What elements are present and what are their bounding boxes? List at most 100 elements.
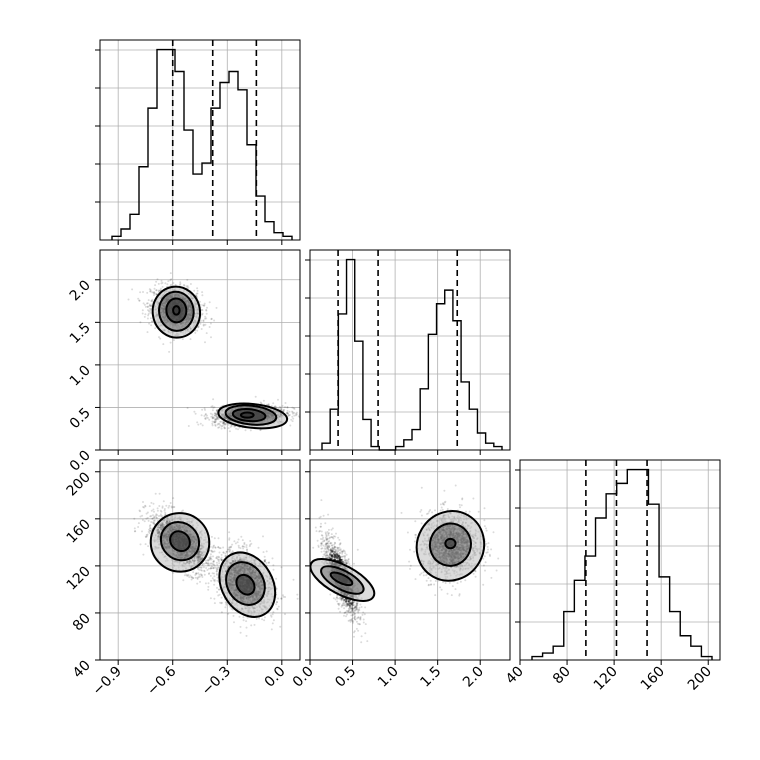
x-tick-label: 0.0 <box>262 664 289 691</box>
scatter-point <box>212 416 215 419</box>
scatter-point <box>159 513 162 516</box>
scatter-point <box>169 341 172 344</box>
scatter-point <box>164 513 167 516</box>
scatter-point <box>209 567 212 570</box>
scatter-point <box>187 425 190 427</box>
scatter-point <box>209 562 212 565</box>
y-tick-label: 1.0 <box>67 362 94 389</box>
scatter-point <box>196 567 199 570</box>
scatter-point <box>139 510 142 513</box>
scatter-point <box>220 611 223 614</box>
scatter-point <box>145 536 147 538</box>
scatter-point <box>213 583 216 586</box>
scatter-point <box>161 285 164 288</box>
scatter-point <box>212 579 215 581</box>
scatter-point <box>207 562 210 565</box>
scatter-point <box>217 426 220 429</box>
scatter-point <box>151 517 154 520</box>
scatter-point <box>216 416 219 419</box>
scatter-point <box>216 416 219 419</box>
scatter-point <box>259 401 262 404</box>
scatter-point <box>209 412 212 415</box>
scatter-point <box>286 412 288 415</box>
scatter-point <box>260 402 263 405</box>
scatter-point <box>146 533 149 536</box>
scatter-point <box>141 312 144 315</box>
scatter-point <box>134 530 137 533</box>
scatter-point <box>209 567 212 570</box>
scatter-point <box>200 569 203 572</box>
scatter-point <box>207 562 210 565</box>
scatter-point <box>204 317 206 320</box>
scatter-point <box>212 560 215 563</box>
scatter-point <box>280 566 283 569</box>
scatter-point <box>204 582 207 585</box>
scatter-point <box>193 289 196 292</box>
scatter-point <box>190 578 193 581</box>
scatter-point <box>133 530 136 533</box>
scatter-point <box>183 284 186 287</box>
scatter-point <box>206 569 209 571</box>
scatter-point <box>223 422 225 425</box>
scatter-point <box>201 312 204 315</box>
scatter-point <box>157 289 160 292</box>
scatter-point <box>215 416 218 419</box>
scatter-point <box>194 412 197 415</box>
scatter-point <box>141 530 143 533</box>
scatter-point <box>159 287 162 290</box>
scatter-point <box>201 304 204 307</box>
scatter-point <box>189 338 192 341</box>
scatter-point <box>211 577 214 580</box>
scatter-point <box>147 314 150 317</box>
scatter-point <box>205 309 208 312</box>
scatter-point <box>224 555 227 557</box>
scatter-point <box>198 573 201 576</box>
scatter-point <box>229 425 232 428</box>
scatter-point <box>230 607 233 610</box>
scatter-point <box>208 564 211 567</box>
scatter-point <box>212 555 214 558</box>
scatter-point <box>187 574 189 577</box>
scatter-point <box>159 509 162 512</box>
scatter-point <box>161 505 164 508</box>
scatter-point <box>215 413 218 416</box>
contour-line <box>169 530 191 553</box>
scatter-point <box>220 601 223 604</box>
scatter-point <box>221 422 224 425</box>
scatter-point <box>275 406 278 409</box>
scatter-point <box>144 313 147 316</box>
scatter-point <box>127 298 130 301</box>
scatter-point <box>208 558 211 561</box>
scatter-point <box>149 529 152 532</box>
scatter-point <box>286 411 289 414</box>
scatter-point <box>196 292 199 295</box>
scatter-point <box>197 326 200 329</box>
scatter-point <box>206 414 208 417</box>
y-tick-label: 0.5 <box>67 405 94 432</box>
scatter-point <box>222 422 225 425</box>
scatter-point <box>172 339 175 342</box>
scatter-point <box>227 548 230 551</box>
scatter-point <box>203 415 206 417</box>
scatter-point <box>293 407 296 410</box>
scatter-point <box>245 634 248 637</box>
scatter-point <box>211 415 214 418</box>
scatter-point <box>202 319 205 322</box>
scatter-point <box>155 513 158 516</box>
scatter-point <box>241 545 244 548</box>
scatter-point <box>233 425 236 428</box>
scatter-point <box>152 519 155 522</box>
scatter-point <box>235 427 238 430</box>
scatter-point <box>155 293 158 296</box>
scatter-point <box>196 421 199 424</box>
scatter-point <box>165 504 168 507</box>
scatter-point <box>214 546 217 549</box>
scatter-frame <box>99 249 301 451</box>
scatter-point <box>147 309 149 312</box>
scatter-point <box>144 504 147 507</box>
scatter-point <box>215 306 218 309</box>
scatter-point <box>225 603 228 606</box>
scatter-point <box>216 566 219 569</box>
scatter-point <box>170 278 173 281</box>
scatter-point <box>160 282 163 285</box>
